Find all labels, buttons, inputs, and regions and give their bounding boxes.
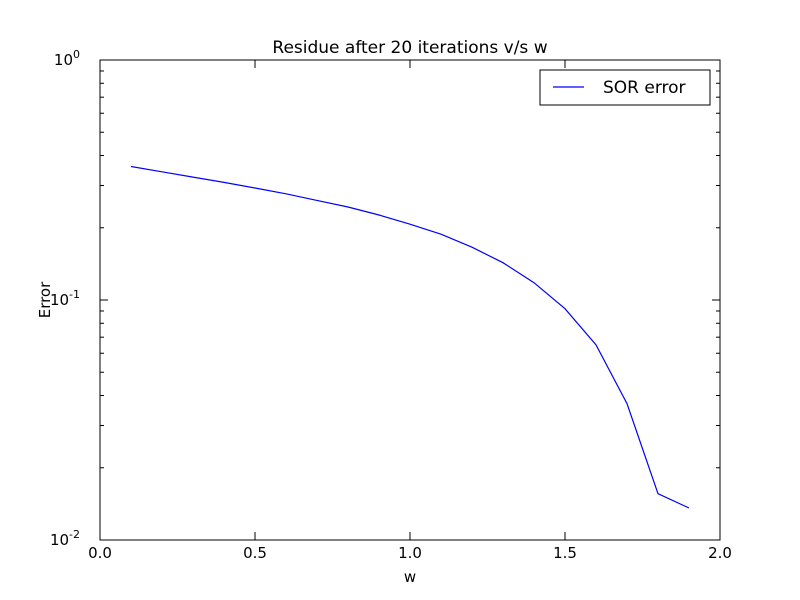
y-tick-label: 10-2 — [50, 528, 80, 549]
y-axis-label: Error — [36, 281, 54, 318]
x-tick-label: 0.5 — [243, 544, 267, 562]
series-line-sor-error — [130, 165, 690, 509]
y-tick-label: 10-1 — [50, 288, 80, 309]
x-tick-label: 2.0 — [708, 544, 732, 562]
y-tick-label: 100 — [54, 48, 80, 69]
x-axis-label: w — [404, 568, 416, 586]
legend: SOR error — [539, 69, 711, 106]
x-tick-label: 1.5 — [553, 544, 577, 562]
plot-frame — [99, 59, 721, 541]
x-tick-label: 1.0 — [398, 544, 422, 562]
chart-title: Residue after 20 iterations v/s w — [272, 38, 547, 58]
x-tick-label: 0.0 — [88, 544, 112, 562]
plot-area: 0.0 0.5 1.0 1.5 2.0 10-2 10-1 100 — [50, 48, 732, 562]
legend-label: SOR error — [603, 78, 686, 98]
